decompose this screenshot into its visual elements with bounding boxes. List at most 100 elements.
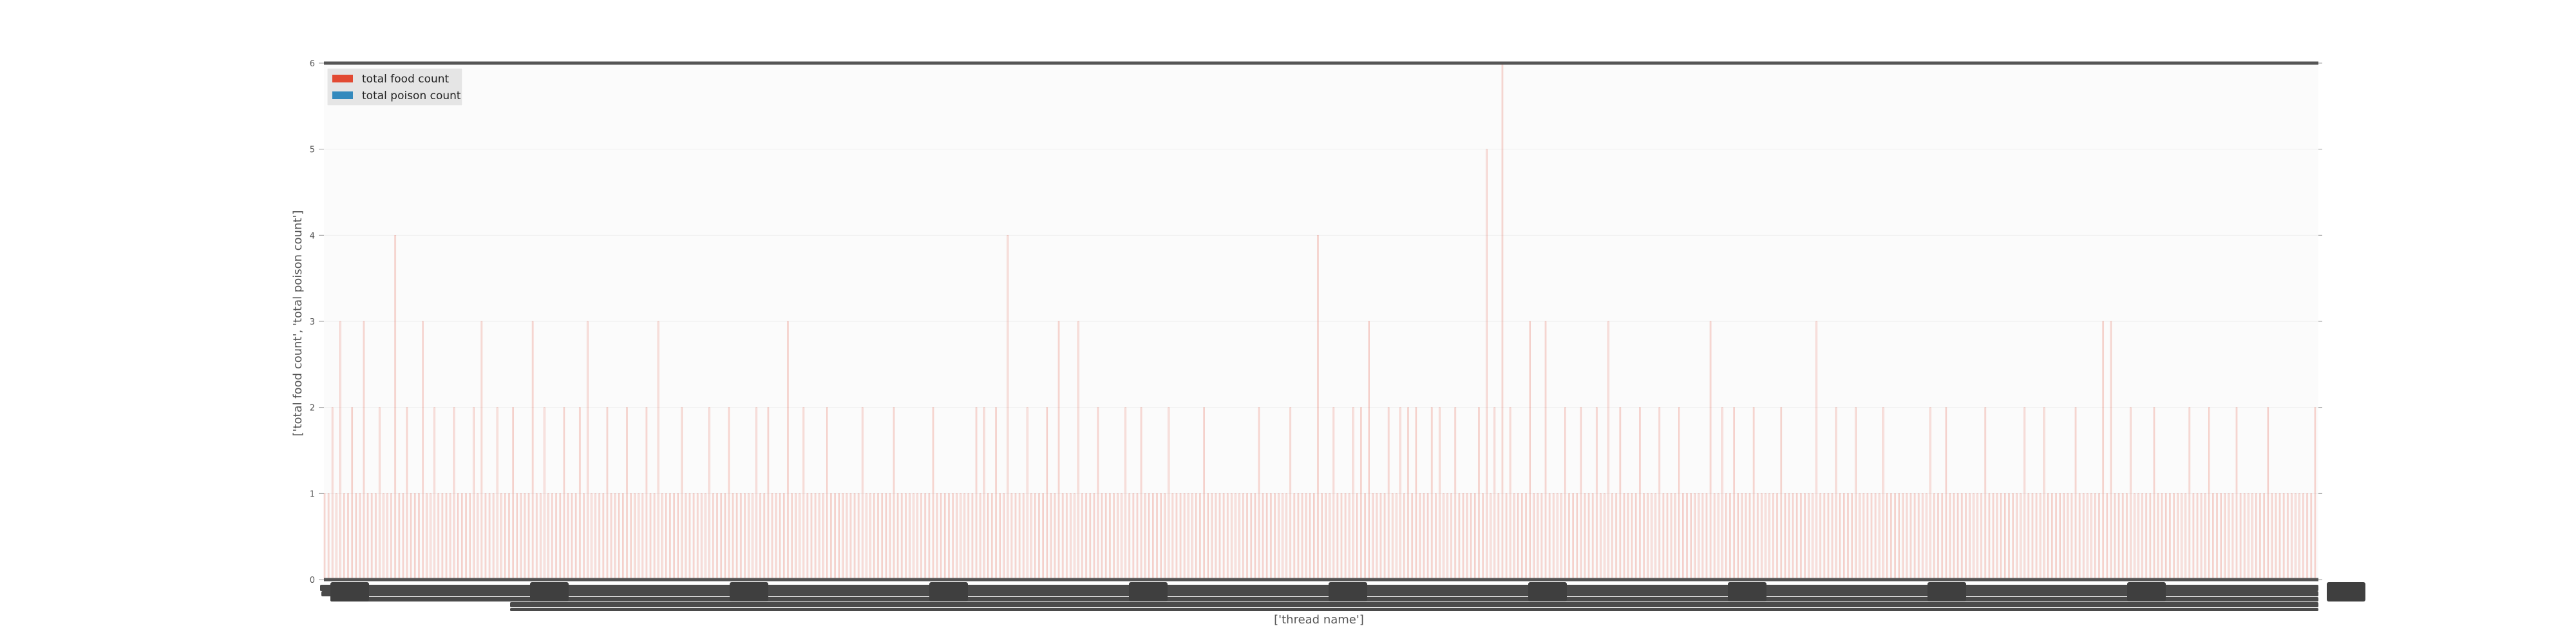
bar-food [1741,493,1743,580]
bar-food [971,493,974,580]
bar-food [1171,493,1174,580]
bar-food [1309,493,1311,580]
bar-food [1450,493,1453,580]
bar-food [967,493,970,580]
bar-food [2157,493,2159,580]
bar-food [1144,493,1146,580]
bar-food [1960,493,1963,580]
x-tick-label-cluster [2327,582,2365,601]
bar-food [932,407,934,580]
bar-food [2094,493,2096,580]
bar-food [583,493,585,580]
bar-food [1933,493,1935,580]
bar-food [1403,493,1405,580]
bar-food [2114,493,2116,580]
bar-food [2134,493,2136,580]
bar-food [1756,493,1759,580]
bar-food [1509,407,1511,580]
bar-food [916,493,918,580]
bar-food [1847,493,1849,580]
bar-food [1490,493,1492,580]
bar-food [1136,493,1139,580]
bar-food [1093,493,1095,580]
bar-food [2200,493,2202,580]
bar-food [422,321,424,580]
bar-food [2063,493,2065,580]
y-tick-label: 2 [310,404,315,413]
bar-food [1851,493,1853,580]
bar-food [1953,493,1955,580]
bar-food [2117,493,2120,580]
bar-food [1591,493,1594,580]
bar-food [1737,493,1739,580]
bar-food [2149,493,2152,580]
bar-food [1768,493,1770,580]
bar-food [1014,493,1017,580]
bar-food [1926,493,1927,580]
bar-food [2035,493,2038,580]
bar-food [2235,407,2238,580]
bar-food [1211,493,1213,580]
bar-food [1772,493,1774,580]
bar-food [2263,493,2265,580]
bar-food [669,493,671,580]
bar-food [1226,493,1229,580]
bar-food [728,407,730,580]
y-axis-label: ['total food count', 'total poison count… [291,210,305,436]
bar-food [2220,493,2222,580]
bar-food [492,493,495,580]
bar-food [2003,493,2006,580]
bar-food [1187,493,1189,580]
bar-food [453,407,455,580]
bar-food [1030,493,1032,580]
bar-food [2047,493,2049,580]
bar-food [665,493,667,580]
bar-food [1242,493,1244,580]
bar-food [975,407,978,580]
bar-food [1081,493,1083,580]
bar-food [681,407,683,580]
x-tick-label-cluster [510,608,2318,611]
bar-food [1745,493,1747,580]
bar-food [547,493,549,580]
bar-food [1372,493,1374,580]
bar-food [775,493,777,580]
bar-food [1709,321,1712,580]
bar-food [394,235,397,580]
bar-food [2012,493,2014,580]
bar-food [900,493,903,580]
bar-food [752,493,753,580]
bar-food [822,493,824,580]
bar-food [806,493,809,580]
bar-food [1560,493,1562,580]
bar-food [473,407,475,580]
bar-food [1246,493,1248,580]
bar-food [685,493,687,580]
bar-food [559,493,562,580]
bar-food [2251,493,2253,580]
legend: total food count total poison count [327,68,463,106]
bar-food [1965,493,1967,580]
bar-food [563,407,565,580]
bar-food [1097,407,1099,580]
bar-food [1313,493,1315,580]
legend-box [327,68,463,106]
bar-food [1282,493,1283,580]
bar-food [677,493,679,580]
bar-food [983,407,985,580]
bar-food [1140,407,1142,580]
bar-food [995,407,997,580]
bar-food [1289,407,1292,580]
x-tick-label-cluster [1528,582,1567,601]
x-tick-label-cluster [1129,582,1168,601]
bar-food [630,493,632,580]
bar-food [1148,493,1150,580]
bar-food [1352,407,1354,580]
bar-food [1411,493,1414,580]
bar-food [2137,493,2139,580]
bar-food [1191,493,1193,580]
bar-food [2110,321,2112,580]
bar-food [877,493,879,580]
bar-food [457,493,459,580]
bar-food [1890,493,1892,580]
